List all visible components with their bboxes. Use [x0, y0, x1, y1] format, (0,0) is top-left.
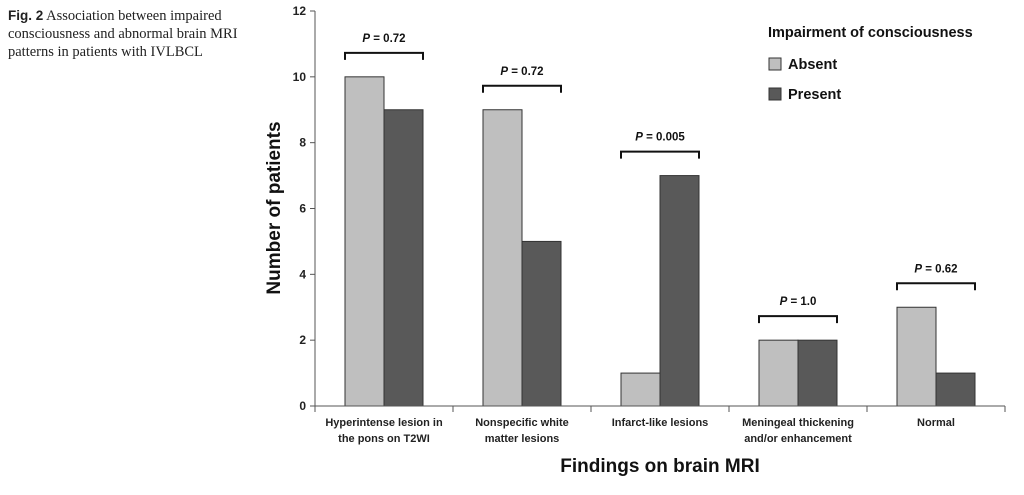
x-tick-label: Meningeal thickening [742, 417, 854, 429]
bar-present [935, 372, 976, 407]
figure-caption-text: Association between impaired consciousne… [8, 8, 238, 60]
bar-absent [482, 109, 523, 407]
bar-absent [344, 76, 385, 407]
x-tick-label: the pons on T2WI [338, 433, 430, 445]
significance-bracket [896, 282, 976, 291]
bar-absent [620, 372, 661, 407]
bar-present [659, 175, 700, 407]
y-tick-label: 8 [299, 136, 306, 150]
bar-present [521, 240, 562, 407]
y-axis-title: Number of patients [264, 121, 285, 294]
bar-absent [758, 339, 799, 407]
bar-present [797, 339, 838, 407]
x-tick-label: Normal [917, 417, 955, 429]
legend-swatch-present [768, 87, 782, 101]
legend-label-present: Present [788, 87, 841, 103]
figure-caption: Fig. 2 Association between impaired cons… [8, 7, 238, 61]
axes-layer: 0 2 4 6 8 10 12 Hyperintense lesion in the pons … [293, 4, 1006, 445]
p-value-label: P = 0.72 [362, 33, 405, 45]
p-value-label: P = 0.72 [500, 66, 543, 78]
x-tick-label: matter lesions [485, 433, 560, 445]
legend-label-absent: Absent [788, 57, 837, 73]
figure-label: Fig. 2 [8, 8, 44, 23]
legend-swatch-absent [768, 57, 782, 71]
y-tick-label: 0 [299, 399, 306, 413]
p-value-label: P = 1.0 [780, 296, 817, 308]
y-tick-label: 4 [299, 267, 306, 281]
bar-absent [896, 306, 937, 407]
y-tick-label: 12 [293, 4, 307, 18]
bar-present [383, 109, 424, 407]
legend: Impairment of consciousness Absent Present [768, 25, 973, 103]
y-tick-label: 6 [299, 202, 306, 216]
x-tick-label: and/or enhancement [744, 433, 852, 445]
significance-bracket [344, 51, 424, 60]
bars-layer [344, 76, 976, 407]
x-tick-label: Infarct-like lesions [612, 417, 709, 429]
significance-bracket [620, 150, 700, 159]
annotations-layer: P = 0.72 P = 0.72 P = 0.005 P = 1.0 P = 0.62 [344, 33, 976, 324]
x-tick-label: Hyperintense lesion in [325, 417, 443, 429]
p-value-label: P = 0.62 [914, 263, 957, 275]
significance-bracket [482, 84, 562, 93]
significance-bracket [758, 315, 838, 324]
p-value-label: P = 0.005 [635, 132, 685, 144]
legend-title: Impairment of consciousness [768, 25, 973, 41]
y-tick-label: 2 [299, 333, 306, 347]
x-axis-title: Findings on brain MRI [560, 456, 759, 477]
x-tick-label: Nonspecific white [475, 417, 569, 429]
y-tick-label: 10 [293, 70, 307, 84]
